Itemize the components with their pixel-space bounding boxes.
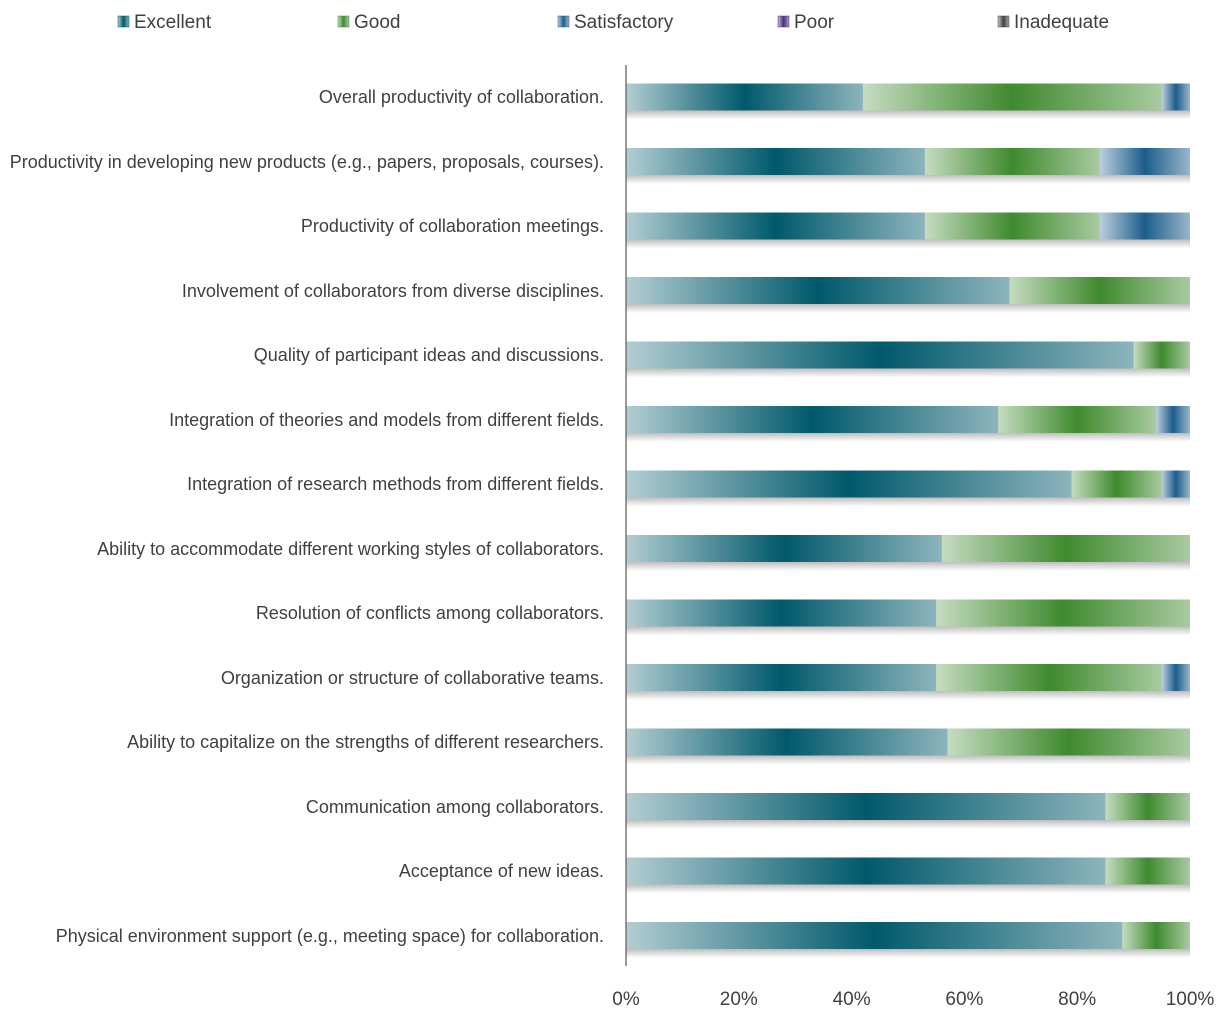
category-label: Integration of research methods from dif… xyxy=(187,474,604,494)
bar-shadow xyxy=(626,755,1190,765)
bar-segment xyxy=(1156,406,1190,433)
bar-shadow xyxy=(626,562,1190,571)
category-label: Acceptance of new ideas. xyxy=(398,861,604,881)
bar-segment xyxy=(1161,83,1190,111)
bar-shadow xyxy=(626,691,1190,700)
legend-swatch xyxy=(777,15,790,28)
bar-segment xyxy=(941,535,1190,562)
bar-segment xyxy=(626,83,863,111)
bar-shadow xyxy=(626,368,1190,378)
category-label: Involvement of collaborators from divers… xyxy=(181,280,604,301)
legend-swatch xyxy=(337,15,350,28)
bar-segment xyxy=(936,664,1162,691)
bar-segment xyxy=(626,857,1106,885)
bar-shadow xyxy=(626,304,1190,313)
bar-segment xyxy=(626,728,948,756)
category-label: Ability to capitalize on the strengths o… xyxy=(127,732,604,752)
bar-segment xyxy=(1099,148,1190,175)
legend-swatch xyxy=(117,15,130,28)
bar-segment xyxy=(1071,470,1162,498)
category-label: Organization or structure of collaborati… xyxy=(220,667,604,688)
category-label: Productivity in developing new products … xyxy=(9,151,604,172)
x-tick-label: 60% xyxy=(945,989,983,1010)
x-tick-label: 80% xyxy=(1058,989,1096,1010)
x-tick-label: 40% xyxy=(833,989,871,1010)
category-label: Physical environment support (e.g., meet… xyxy=(55,925,604,946)
bar-segment xyxy=(626,470,1072,498)
bar-segment xyxy=(936,599,1190,627)
bar-segment xyxy=(947,728,1190,756)
bar-shadow xyxy=(626,239,1190,249)
bar-segment xyxy=(626,148,925,175)
category-label: Resolution of conflicts among collaborat… xyxy=(255,603,604,623)
bar-shadow xyxy=(626,497,1190,507)
bar-shadow xyxy=(626,626,1190,636)
bar-segment xyxy=(626,793,1106,820)
bar-segment xyxy=(998,406,1157,433)
legend-label: Inadequate xyxy=(1014,12,1109,33)
bar-segment xyxy=(626,599,937,627)
bar-shadow xyxy=(626,175,1190,184)
bar-segment xyxy=(862,83,1162,111)
legend-swatch xyxy=(997,15,1010,28)
legend-label: Good xyxy=(354,12,400,33)
bar-segment xyxy=(1161,470,1190,498)
x-tick-label: 0% xyxy=(612,989,640,1010)
category-label: Integration of theories and models from … xyxy=(169,409,604,430)
bar-segment xyxy=(626,664,937,691)
bar-segment xyxy=(1009,277,1190,304)
category-label: Quality of participant ideas and discuss… xyxy=(253,345,604,365)
bar-shadow xyxy=(626,820,1190,829)
category-label: Productivity of collaboration meetings. xyxy=(300,216,604,236)
bar-segment xyxy=(1099,212,1190,240)
category-label: Overall productivity of collaboration. xyxy=(318,87,604,107)
bar-segment xyxy=(626,341,1134,369)
x-tick-label: 100% xyxy=(1166,989,1215,1010)
bar-segment xyxy=(626,406,999,433)
x-tick-label: 20% xyxy=(720,989,758,1010)
bar-segment xyxy=(1161,664,1190,691)
category-label: Communication among collaborators. xyxy=(305,796,604,817)
bar-segment xyxy=(1105,857,1190,885)
bar-segment xyxy=(924,148,1100,175)
bar-segment xyxy=(626,922,1123,949)
bar-shadow xyxy=(626,949,1190,958)
category-label: Ability to accommodate different working… xyxy=(97,538,604,559)
legend-label: Satisfactory xyxy=(574,12,674,33)
bar-shadow xyxy=(626,884,1190,894)
bar-shadow xyxy=(626,433,1190,442)
legend-label: Poor xyxy=(794,12,835,33)
legend-swatch xyxy=(557,15,570,28)
bar-segment xyxy=(1105,793,1190,820)
bar-segment xyxy=(626,535,942,562)
bar-segment xyxy=(1122,922,1190,949)
bar-segment xyxy=(924,212,1100,240)
legend-label: Excellent xyxy=(134,12,212,33)
bar-segment xyxy=(1133,341,1190,369)
bar-segment xyxy=(626,212,925,240)
bar-shadow xyxy=(626,110,1190,120)
bar-segment xyxy=(626,277,1010,304)
